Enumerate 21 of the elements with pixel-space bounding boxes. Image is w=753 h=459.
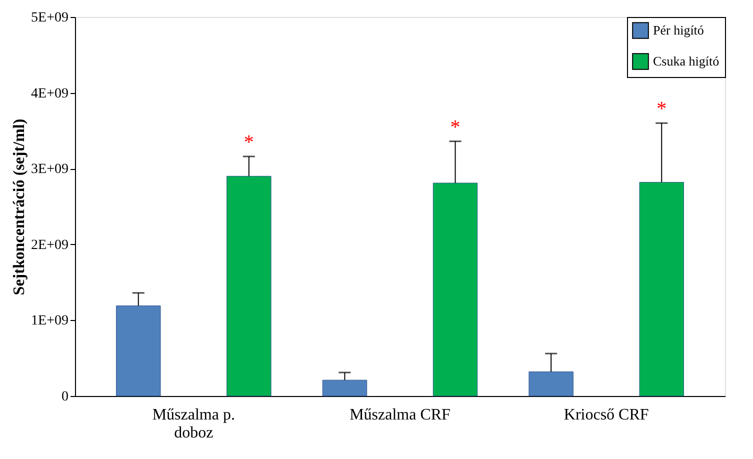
- bar: [528, 371, 574, 396]
- y-tick-label: 2E+09: [31, 238, 68, 253]
- x-tick-label: Műszalma CRF: [350, 406, 451, 424]
- annotation: *: [450, 116, 460, 138]
- y-tick-label: 4E+09: [31, 86, 68, 102]
- y-tick-label: 1E+09: [31, 314, 68, 329]
- bar: [432, 182, 478, 396]
- y-tick-label: 5E+09: [31, 10, 68, 26]
- legend-label: Pér higító: [653, 22, 704, 38]
- bar: [116, 306, 161, 396]
- bar: [639, 182, 684, 396]
- y-tick-label: 0: [62, 390, 68, 404]
- legend-label: Csuka higító: [653, 54, 720, 68]
- annotation: *: [244, 131, 254, 154]
- bar: [322, 380, 368, 396]
- x-tick-label: Műszalma p. doboz: [152, 406, 235, 442]
- y-axis-title: Sejtkoncentráció (sejt/ml): [11, 118, 28, 296]
- y-tick-label: 3E+09: [31, 162, 68, 178]
- bar: [226, 176, 272, 396]
- x-tick-label: Kriocső CRF: [564, 406, 649, 424]
- annotation: *: [656, 98, 667, 120]
